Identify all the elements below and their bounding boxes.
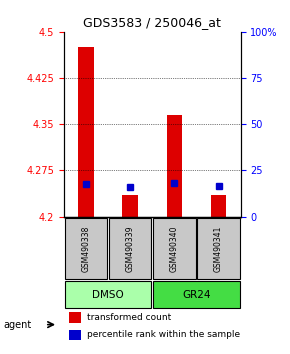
Bar	[167, 115, 182, 217]
Text: percentile rank within the sample: percentile rank within the sample	[87, 330, 240, 339]
Text: GSM490338: GSM490338	[81, 225, 90, 272]
Text: GR24: GR24	[182, 290, 211, 299]
Bar	[78, 47, 94, 217]
Bar	[211, 195, 226, 217]
Text: GSM490340: GSM490340	[170, 225, 179, 272]
Bar	[122, 195, 138, 217]
Bar	[153, 218, 195, 279]
Bar	[197, 218, 240, 279]
Text: agent: agent	[3, 320, 31, 330]
Bar	[65, 218, 107, 279]
Bar	[109, 218, 151, 279]
Title: GDS3583 / 250046_at: GDS3583 / 250046_at	[83, 16, 221, 29]
Text: GSM490339: GSM490339	[126, 225, 135, 272]
Text: transformed count: transformed count	[87, 313, 171, 322]
Text: DMSO: DMSO	[92, 290, 124, 299]
Bar	[65, 281, 151, 308]
Bar	[69, 313, 81, 323]
Text: GSM490341: GSM490341	[214, 225, 223, 272]
Bar	[69, 330, 81, 340]
Bar	[153, 281, 240, 308]
